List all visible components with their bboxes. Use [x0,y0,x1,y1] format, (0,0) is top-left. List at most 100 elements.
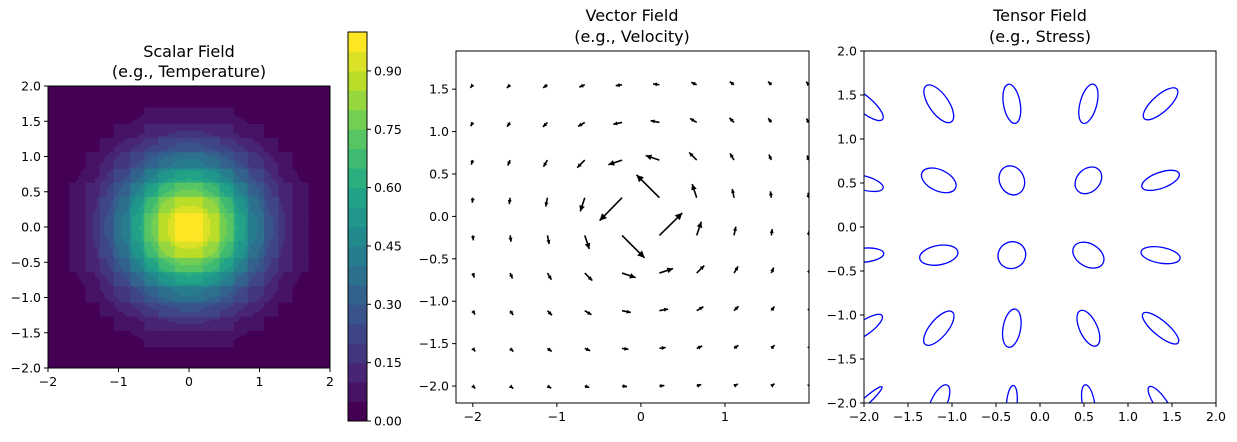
contour-cell [116,114,119,117]
contour-cell [64,276,68,280]
contour-cell [80,93,84,96]
contour-cell [123,266,126,270]
contour-cell [102,337,105,341]
contour-cell [132,332,136,336]
contour-cell [76,180,79,183]
contour-cell [52,313,56,317]
contour-cell [130,170,133,174]
contour-cell [125,243,129,247]
contour-cell [85,274,89,277]
contour-cell [66,227,70,230]
contour-cell [120,269,124,273]
contour-cell [102,227,105,230]
contour-cell [109,123,112,127]
contour-cell [87,285,91,289]
contour-cell [99,205,103,209]
contour-cell [132,248,136,251]
contour-cell [69,86,72,89]
contour-cell [73,271,77,275]
contour-cell [59,88,63,92]
contour-cell [130,191,133,195]
contour-cell [127,229,131,233]
contour-cell [99,328,103,331]
contour-cell [92,353,96,357]
contour-cell [139,304,143,308]
contour-cell [106,332,110,336]
contour-cell [57,299,61,303]
contour-cell [102,318,105,322]
contour-cell [87,182,91,186]
contour-cell [48,360,51,364]
contour-cell [123,123,126,127]
contour-cell [99,222,103,226]
contour-cell [76,264,79,268]
contour-cell [127,93,131,96]
contour-cell [80,121,84,124]
contour-cell [118,288,122,291]
contour-cell [116,344,119,348]
contour-cell [87,90,91,94]
contour-cell [83,297,86,301]
contour-cell [69,180,72,183]
contour-cell [76,149,79,153]
contour-cell [83,309,86,312]
contour-cell [104,156,108,160]
contour-cell [132,252,136,256]
contour-cell [55,158,58,162]
contour-cell [76,339,79,343]
contour-cell [118,297,122,301]
contour-cell [132,88,136,92]
contour-cell [55,130,58,134]
contour-cell [95,290,98,294]
contour-cell [127,292,131,296]
contour-cell [85,318,89,322]
contour-cell [125,156,129,160]
contour-cell [95,245,98,249]
contour-cell [102,163,105,167]
contour-cell [92,274,96,277]
contour-cell [64,335,68,338]
contour-cell [85,194,89,197]
contour-cell [92,269,96,273]
contour-cell [69,175,72,179]
contour-cell [123,175,126,179]
contour-cell [76,335,79,338]
contour-cell [127,344,131,348]
contour-cell [90,323,94,327]
contour-cell [139,118,143,122]
contour-cell [59,278,63,282]
contour-cell [123,149,126,153]
contour-cell [69,172,72,176]
contour-cell [102,264,105,268]
contour-cell [62,208,65,211]
contour-cell [104,304,108,308]
contour-cell [99,128,103,132]
contour-cell [144,318,148,322]
contour-cell [137,123,141,127]
contour-cell [69,144,72,148]
contour-cell [97,285,101,289]
contour-cell [71,259,75,263]
contour-cell [48,299,51,303]
contour-cell [125,276,129,280]
contour-cell [125,337,129,341]
contour-cell [120,335,124,338]
contour-cell [109,215,112,218]
contour-cell [139,189,143,193]
contour-cell [144,203,148,207]
contour-cell [106,231,110,235]
contour-cell [139,321,143,324]
contour-cell [142,154,145,157]
contour-cell [78,177,82,181]
contour-cell [50,236,54,240]
contour-cell [71,175,75,179]
contour-cell [102,365,105,368]
contour-cell [64,309,68,312]
contour-cell [144,288,148,291]
contour-cell [73,306,77,310]
contour-cell [137,116,141,120]
contour-cell [62,203,65,207]
contour-cell [59,363,63,367]
contour-cell [52,255,56,258]
